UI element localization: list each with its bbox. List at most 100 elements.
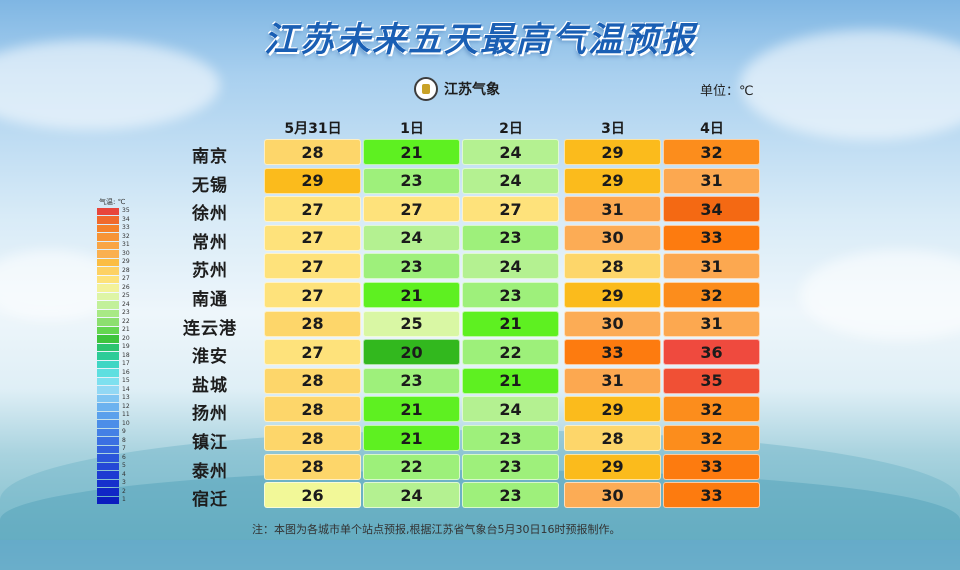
- legend-label: 3: [122, 479, 126, 487]
- temperature-cell: 23: [363, 253, 460, 280]
- temperature-cell: 22: [363, 453, 460, 480]
- legend-swatch: [97, 369, 119, 377]
- legend-label: 20: [122, 334, 130, 342]
- temperature-cell: 32: [663, 282, 760, 308]
- legend-label: 5: [122, 462, 126, 470]
- legend-label: 6: [122, 453, 126, 461]
- legend-swatch: [97, 216, 119, 224]
- logo-emblem-icon: [414, 77, 438, 101]
- legend-entry: 28: [97, 267, 133, 276]
- legend-label: 15: [122, 377, 130, 385]
- legend-swatch: [97, 241, 119, 249]
- temperature-cell: 33: [663, 224, 760, 251]
- temperature-cell: 24: [363, 224, 460, 251]
- legend-label: 10: [122, 419, 130, 427]
- legend-swatch: [97, 309, 119, 317]
- legend-swatch: [97, 233, 119, 241]
- legend-swatch: [97, 420, 119, 428]
- legend-entry: 15: [97, 377, 133, 386]
- legend-label: 18: [122, 351, 130, 359]
- temperature-cell: 29: [564, 396, 661, 423]
- temperature-cell: 27: [264, 339, 361, 366]
- legend-swatch: [97, 488, 119, 496]
- legend-label: 26: [122, 283, 130, 291]
- temperature-cell: 32: [663, 139, 760, 165]
- legend-entry: 27: [97, 275, 133, 284]
- legend-label: 35: [122, 207, 130, 215]
- legend-entry: 32: [97, 233, 133, 242]
- temperature-cell: 24: [462, 167, 559, 194]
- temperature-cell: 27: [264, 224, 361, 251]
- temperature-legend: 气温: ℃ 35 34 33 32 31 30 29 28 27 26 25 24 23 22 21 20 19…: [97, 198, 133, 505]
- legend-label: 7: [122, 445, 126, 453]
- temperature-cell: 27: [264, 196, 361, 223]
- legend-label: 25: [122, 292, 130, 300]
- legend-entry: 13: [97, 394, 133, 403]
- temperature-cell: 23: [462, 453, 559, 480]
- legend-entry: 29: [97, 258, 133, 267]
- temperature-cell: 21: [462, 310, 559, 337]
- legend-entry: 4: [97, 471, 133, 480]
- legend-swatch: [97, 462, 119, 470]
- temperature-cell: 21: [363, 282, 460, 308]
- legend-entry: 25: [97, 292, 133, 301]
- day-header: 5月31日: [284, 121, 342, 137]
- legend-label: 8: [122, 436, 126, 444]
- temperature-cell: 36: [663, 339, 760, 366]
- legend-label: 24: [122, 300, 130, 308]
- city-name: 镇江: [192, 433, 228, 453]
- legend-swatch: [97, 386, 119, 394]
- temperature-cell: 23: [363, 167, 460, 194]
- legend-label: 2: [122, 487, 126, 495]
- temperature-cell: 20: [363, 339, 460, 366]
- legend-entry: 8: [97, 437, 133, 446]
- temperature-cell: 31: [663, 167, 760, 194]
- legend-swatch: [97, 318, 119, 326]
- legend-label: 22: [122, 317, 130, 325]
- legend-swatch: [97, 479, 119, 487]
- temperature-cell: 28: [264, 310, 361, 337]
- legend-label: 34: [122, 215, 130, 223]
- legend-swatch: [97, 377, 119, 385]
- legend-entry: 26: [97, 284, 133, 293]
- legend-label: 23: [122, 309, 130, 317]
- legend-swatch: [97, 207, 119, 215]
- temperature-cell: 35: [663, 367, 760, 394]
- legend-swatch: [97, 428, 119, 436]
- legend-swatch: [97, 224, 119, 232]
- legend-entry: 33: [97, 224, 133, 233]
- legend-label: 17: [122, 360, 130, 368]
- temperature-cell: 28: [564, 425, 661, 451]
- jiangsu-meteorology-logo: 江苏气象: [414, 76, 500, 102]
- legend-label: 4: [122, 470, 126, 478]
- legend-label: 12: [122, 402, 130, 410]
- legend-swatch: [97, 394, 119, 402]
- temperature-cell: 29: [564, 167, 661, 194]
- legend-entry: 2: [97, 488, 133, 497]
- temperature-cell: 29: [564, 282, 661, 308]
- legend-label: 13: [122, 394, 130, 402]
- city-name: 徐州: [192, 204, 228, 225]
- background-cloud: [740, 30, 960, 140]
- logo-text: 江苏气象: [444, 82, 500, 98]
- legend-swatch: [97, 267, 119, 275]
- legend-entry: 34: [97, 216, 133, 225]
- city-name: 南京: [192, 147, 228, 167]
- legend-swatch: [97, 275, 119, 283]
- legend-swatch: [97, 326, 119, 334]
- temperature-cell: 23: [462, 282, 559, 308]
- legend-entry: 24: [97, 301, 133, 310]
- temperature-cell: 21: [363, 425, 460, 451]
- temperature-cell: 24: [462, 253, 559, 280]
- temperature-cell: 28: [264, 367, 361, 394]
- legend-swatch: [97, 496, 119, 504]
- temperature-cell: 21: [363, 139, 460, 165]
- day-header: 4日: [700, 121, 724, 137]
- city-name: 泰州: [192, 461, 228, 482]
- legend-label: 14: [122, 385, 130, 393]
- legend-header: 气温: ℃: [99, 198, 126, 206]
- page-title: 江苏未来五天最高气温预报: [264, 20, 696, 60]
- temperature-cell: 28: [264, 396, 361, 423]
- legend-entry: 19: [97, 343, 133, 352]
- legend-entry: 7: [97, 445, 133, 454]
